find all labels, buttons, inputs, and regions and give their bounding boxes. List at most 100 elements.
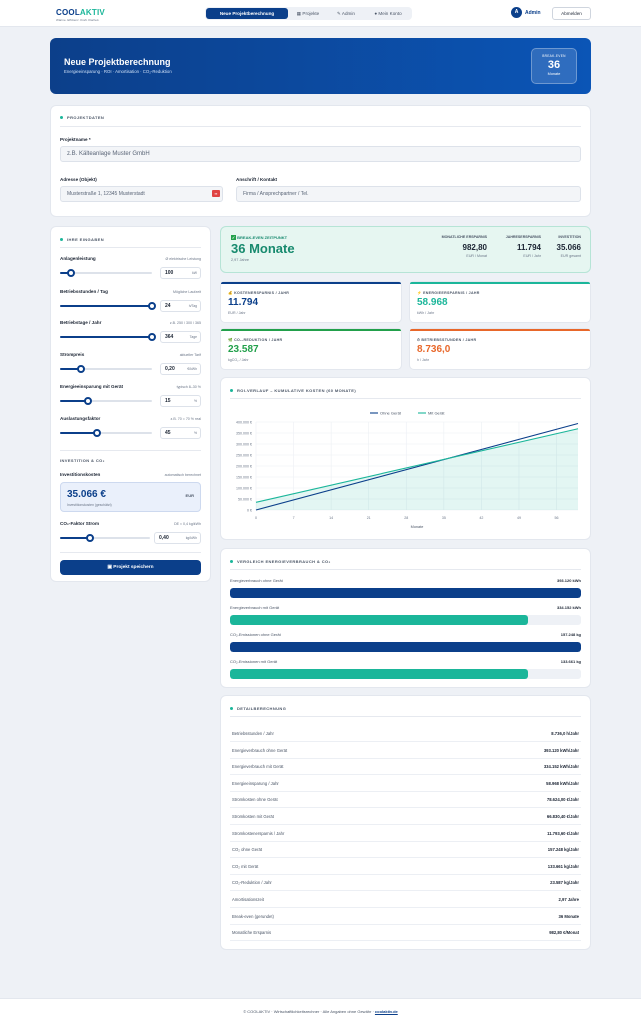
field-value-input[interactable]: 0,20 €/kWh xyxy=(160,363,201,375)
stat-unit: EUR / Jahr xyxy=(523,254,541,258)
compare-value: 334.152 kWh xyxy=(556,605,581,610)
x-tick-label: 21 xyxy=(367,516,371,520)
user-menu[interactable]: A Admin xyxy=(511,7,541,20)
slider-knob[interactable] xyxy=(148,333,156,341)
kpi-unit: h / Jahr xyxy=(417,358,429,362)
contact-input[interactable]: Firma / Ansprechpartner / Tel. xyxy=(236,186,581,202)
slider-knob[interactable] xyxy=(67,269,76,277)
slider-knob[interactable] xyxy=(92,429,101,437)
legend-label: Ohne Gerät xyxy=(380,411,402,416)
stat-label: INVESTITION xyxy=(558,235,581,239)
footer-text: © COOLAKTIV · Wirtschaftlichkeitsrechner… xyxy=(243,1009,374,1014)
detail-value: 2,97 Jahre xyxy=(558,897,580,902)
tab-account-label: Mein Konto xyxy=(378,11,402,16)
project-section-title: PROJEKTDATEN xyxy=(60,115,104,120)
detail-key: Stromkostenersparnis / Jahr xyxy=(232,830,285,836)
kpi-label-text: KOSTENERSPARNIS / JAHR xyxy=(234,291,290,295)
slider-knob[interactable] xyxy=(148,302,156,310)
slider-fill xyxy=(60,537,90,539)
slider-knob[interactable] xyxy=(83,397,92,405)
co2-factor-input[interactable]: 0,40 kg/kWh xyxy=(154,532,201,544)
detail-row: Amortisationszeit 2,97 Jahre xyxy=(230,892,581,908)
details-section-label: DETAILBERECHNUNG xyxy=(237,706,287,711)
detail-value: 36 Monate xyxy=(558,913,579,919)
footer-link[interactable]: coolaktiv.de xyxy=(374,1009,398,1014)
field-value-input[interactable]: 15% xyxy=(160,395,201,407)
field-value: 15 xyxy=(165,398,171,404)
stat-label: MONATLICHE ERSPARNIS xyxy=(441,235,487,239)
address-input[interactable]: Musterstraße 1, 12345 Musterstadt xyxy=(60,186,223,202)
y-tick-label: 0 € xyxy=(247,509,252,513)
area-fill xyxy=(256,428,578,510)
bullet-icon xyxy=(230,389,233,393)
field-value-input[interactable]: 100 kW xyxy=(160,267,201,279)
kpi-label: 🌿 CO₂-REDUKTION / JAHR xyxy=(228,338,282,342)
field-slider[interactable] xyxy=(60,365,152,373)
slider-knob[interactable] xyxy=(85,534,94,542)
field-slider[interactable] xyxy=(60,269,152,277)
field-slider[interactable] xyxy=(60,302,156,310)
tab-new-calculation[interactable]: Neue Projektberechnung xyxy=(206,8,288,19)
compare-label: Energieverbrauch ohne Gerät xyxy=(230,578,283,583)
y-tick-label: 50.000 € xyxy=(238,498,252,502)
detail-row: CO₂ ohne Gerät 157.248 kg/Jahr xyxy=(230,842,581,859)
divider xyxy=(60,450,201,451)
user-name: Admin xyxy=(525,10,541,16)
divider xyxy=(60,247,201,248)
field-slider[interactable] xyxy=(60,333,156,341)
map-pin-icon[interactable]: ▪▪ xyxy=(212,190,220,197)
x-tick-label: 56 xyxy=(555,516,559,520)
field-slider[interactable] xyxy=(60,429,152,437)
compare-bar xyxy=(230,588,581,598)
co2-factor-slider[interactable] xyxy=(60,534,150,542)
detail-row: CO₂ mit Gerät 133.661 kg/Jahr xyxy=(230,859,581,875)
field-unit: % xyxy=(193,399,197,403)
save-project-button[interactable]: ▣ Projekt speichern xyxy=(60,560,201,575)
compare-section-label: VERGLEICH ENERGIEVERBRAUCH & CO₂ xyxy=(237,559,331,564)
bullet-icon xyxy=(60,238,63,242)
field-slider[interactable] xyxy=(60,397,152,405)
field-hint: Mögliche Laufzeit xyxy=(173,290,201,294)
logo[interactable]: COOLAKTIV Wärme. Effizienz. Kraft. Klarh… xyxy=(56,8,105,22)
stat-label: JAHRESERSPARNIS xyxy=(505,235,541,239)
kpi-accent-bar xyxy=(410,329,590,331)
field-unit: €/kWh xyxy=(187,367,197,371)
detail-key: Stromkosten ohne Gerät xyxy=(232,797,278,803)
invest-box[interactable]: 35.066 € EUR Investitionskosten (geschät… xyxy=(60,482,201,512)
field-label: Strompreis xyxy=(60,352,85,357)
project-name-input[interactable]: z.B. Kälteanlage Muster GmbH xyxy=(60,146,581,162)
hero-breakeven-badge: BREAK-EVEN 36 Monate xyxy=(531,48,577,84)
kpi-label: ⚡ ENERGIEERSPARNIS / JAHR xyxy=(417,291,480,295)
stat-value: 11.794 xyxy=(516,243,541,252)
stat-value: 982,80 xyxy=(462,243,487,252)
detail-value: 11.793,60 €/Jahr xyxy=(547,830,579,836)
y-tick-label: 350.000 € xyxy=(236,432,252,436)
field-value: 364 xyxy=(165,334,174,340)
detail-key: Energieeinsparung / Jahr xyxy=(232,780,279,786)
detail-key: Energieverbrauch ohne Gerät xyxy=(232,747,288,753)
x-tick-label: 28 xyxy=(404,516,408,520)
legend-label: Mit Gerät xyxy=(428,411,445,416)
x-tick-label: 35 xyxy=(442,516,446,520)
divider xyxy=(60,552,201,553)
field-value: 45 xyxy=(165,430,171,436)
details-section-title: DETAILBERECHNUNG xyxy=(230,706,286,711)
x-tick-label: 7 xyxy=(293,516,295,520)
tab-projects[interactable]: ▦ Projekte xyxy=(296,11,320,16)
compare-bar-fill xyxy=(230,642,581,652)
field-value-input[interactable]: 45% xyxy=(160,427,201,439)
slider-knob[interactable] xyxy=(77,365,86,373)
field-value-input[interactable]: 24 h/Tag xyxy=(160,300,201,312)
logout-button[interactable]: Abmelden xyxy=(552,7,591,20)
inputs-section-label: IHRE EINGABEN xyxy=(67,237,104,242)
compare-bar xyxy=(230,669,581,679)
field-value-input[interactable]: 364 Tage xyxy=(160,331,201,343)
tab-admin[interactable]: ✎ Admin xyxy=(337,11,355,16)
check-icon: ✓ xyxy=(231,235,236,240)
field-label: Betriebstage / Jahr xyxy=(60,320,102,325)
compare-bar xyxy=(230,615,581,625)
kpi-value: 8.736,0 xyxy=(417,344,451,355)
field-label: Betriebsstunden / Tag xyxy=(60,289,108,294)
field-hint: aktueller Tarif xyxy=(179,353,201,357)
tab-my-account[interactable]: ● Mein Konto xyxy=(374,11,402,16)
